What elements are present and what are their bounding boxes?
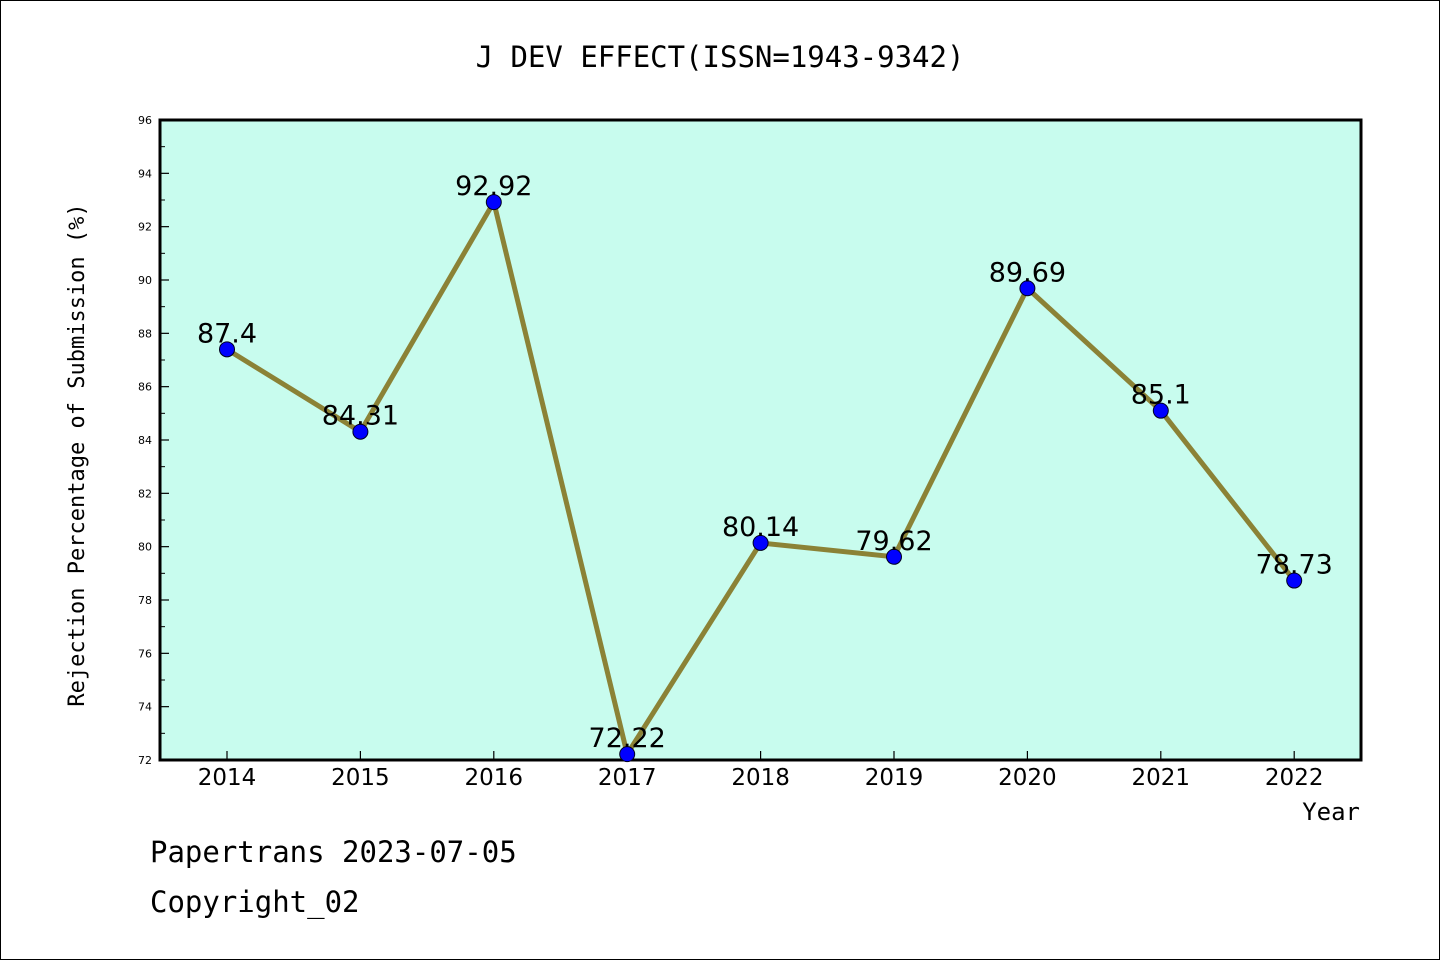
plot-area (158, 118, 1363, 762)
data-label: 78.73 (1256, 550, 1333, 581)
x-axis-label: Year (1302, 798, 1360, 826)
y-tick-label: 78 (138, 594, 152, 607)
x-tick-label: 2017 (598, 765, 657, 791)
x-axis: 2014 2015 2016 2017 2018 2019 2020 2021 2022 (198, 751, 1324, 791)
x-tick-label: 2020 (998, 765, 1057, 791)
y-tick-label: 74 (138, 701, 152, 714)
y-tick-label: 86 (138, 381, 152, 394)
x-tick-label: 2014 (198, 765, 257, 791)
x-tick-label: 2015 (331, 765, 390, 791)
y-tick-label: 94 (138, 167, 152, 180)
data-point (485, 194, 502, 211)
x-tick-label: 2022 (1265, 765, 1324, 791)
y-tick-label: 76 (138, 647, 152, 660)
data-point (1019, 280, 1036, 297)
data-labels-group: 87.4 84.31 92.92 72.22 80.14 79.62 89.69 85.1 78… (197, 171, 1333, 754)
footer-date-text: Papertrans 2023-07-05 (150, 835, 517, 869)
x-tick-label: 2018 (731, 765, 790, 791)
x-tick-label: 2019 (865, 765, 924, 791)
data-label: 87.4 (197, 318, 257, 349)
y-tick-label: 82 (138, 487, 152, 500)
x-tick-label: 2021 (1132, 765, 1191, 791)
data-point (219, 341, 235, 358)
x-tick-label: 2016 (465, 765, 524, 791)
data-label: 79.62 (855, 526, 932, 557)
data-point (886, 548, 902, 565)
data-point (1286, 572, 1303, 589)
chart-title: J DEV EFFECT(ISSN=1943-9342) (476, 40, 965, 74)
data-label: 85.1 (1131, 380, 1191, 411)
y-tick-label: 90 (138, 274, 152, 287)
data-point (1152, 402, 1169, 419)
y-axis-label: Rejection Percentage of Submission (%) (65, 203, 90, 706)
data-point (352, 423, 369, 440)
y-axis: 72 74 76 78 80 82 84 86 88 90 92 94 96 (138, 114, 169, 767)
data-label: 84.31 (322, 401, 399, 432)
data-point (752, 534, 769, 551)
data-point (619, 746, 636, 763)
y-tick-label: 88 (138, 327, 152, 340)
y-tick-label: 72 (138, 754, 152, 767)
y-tick-label: 80 (138, 541, 152, 554)
y-tick-label: 96 (138, 114, 152, 127)
y-tick-label: 84 (138, 434, 152, 447)
y-tick-label: 92 (138, 221, 152, 234)
data-label: 80.14 (722, 512, 799, 543)
data-label: 89.69 (989, 257, 1066, 288)
series-points-group (219, 194, 1303, 763)
data-label: 92.92 (455, 171, 532, 202)
data-label: 72.22 (589, 723, 666, 754)
footer-copyright-text: Copyright_02 (150, 885, 360, 919)
